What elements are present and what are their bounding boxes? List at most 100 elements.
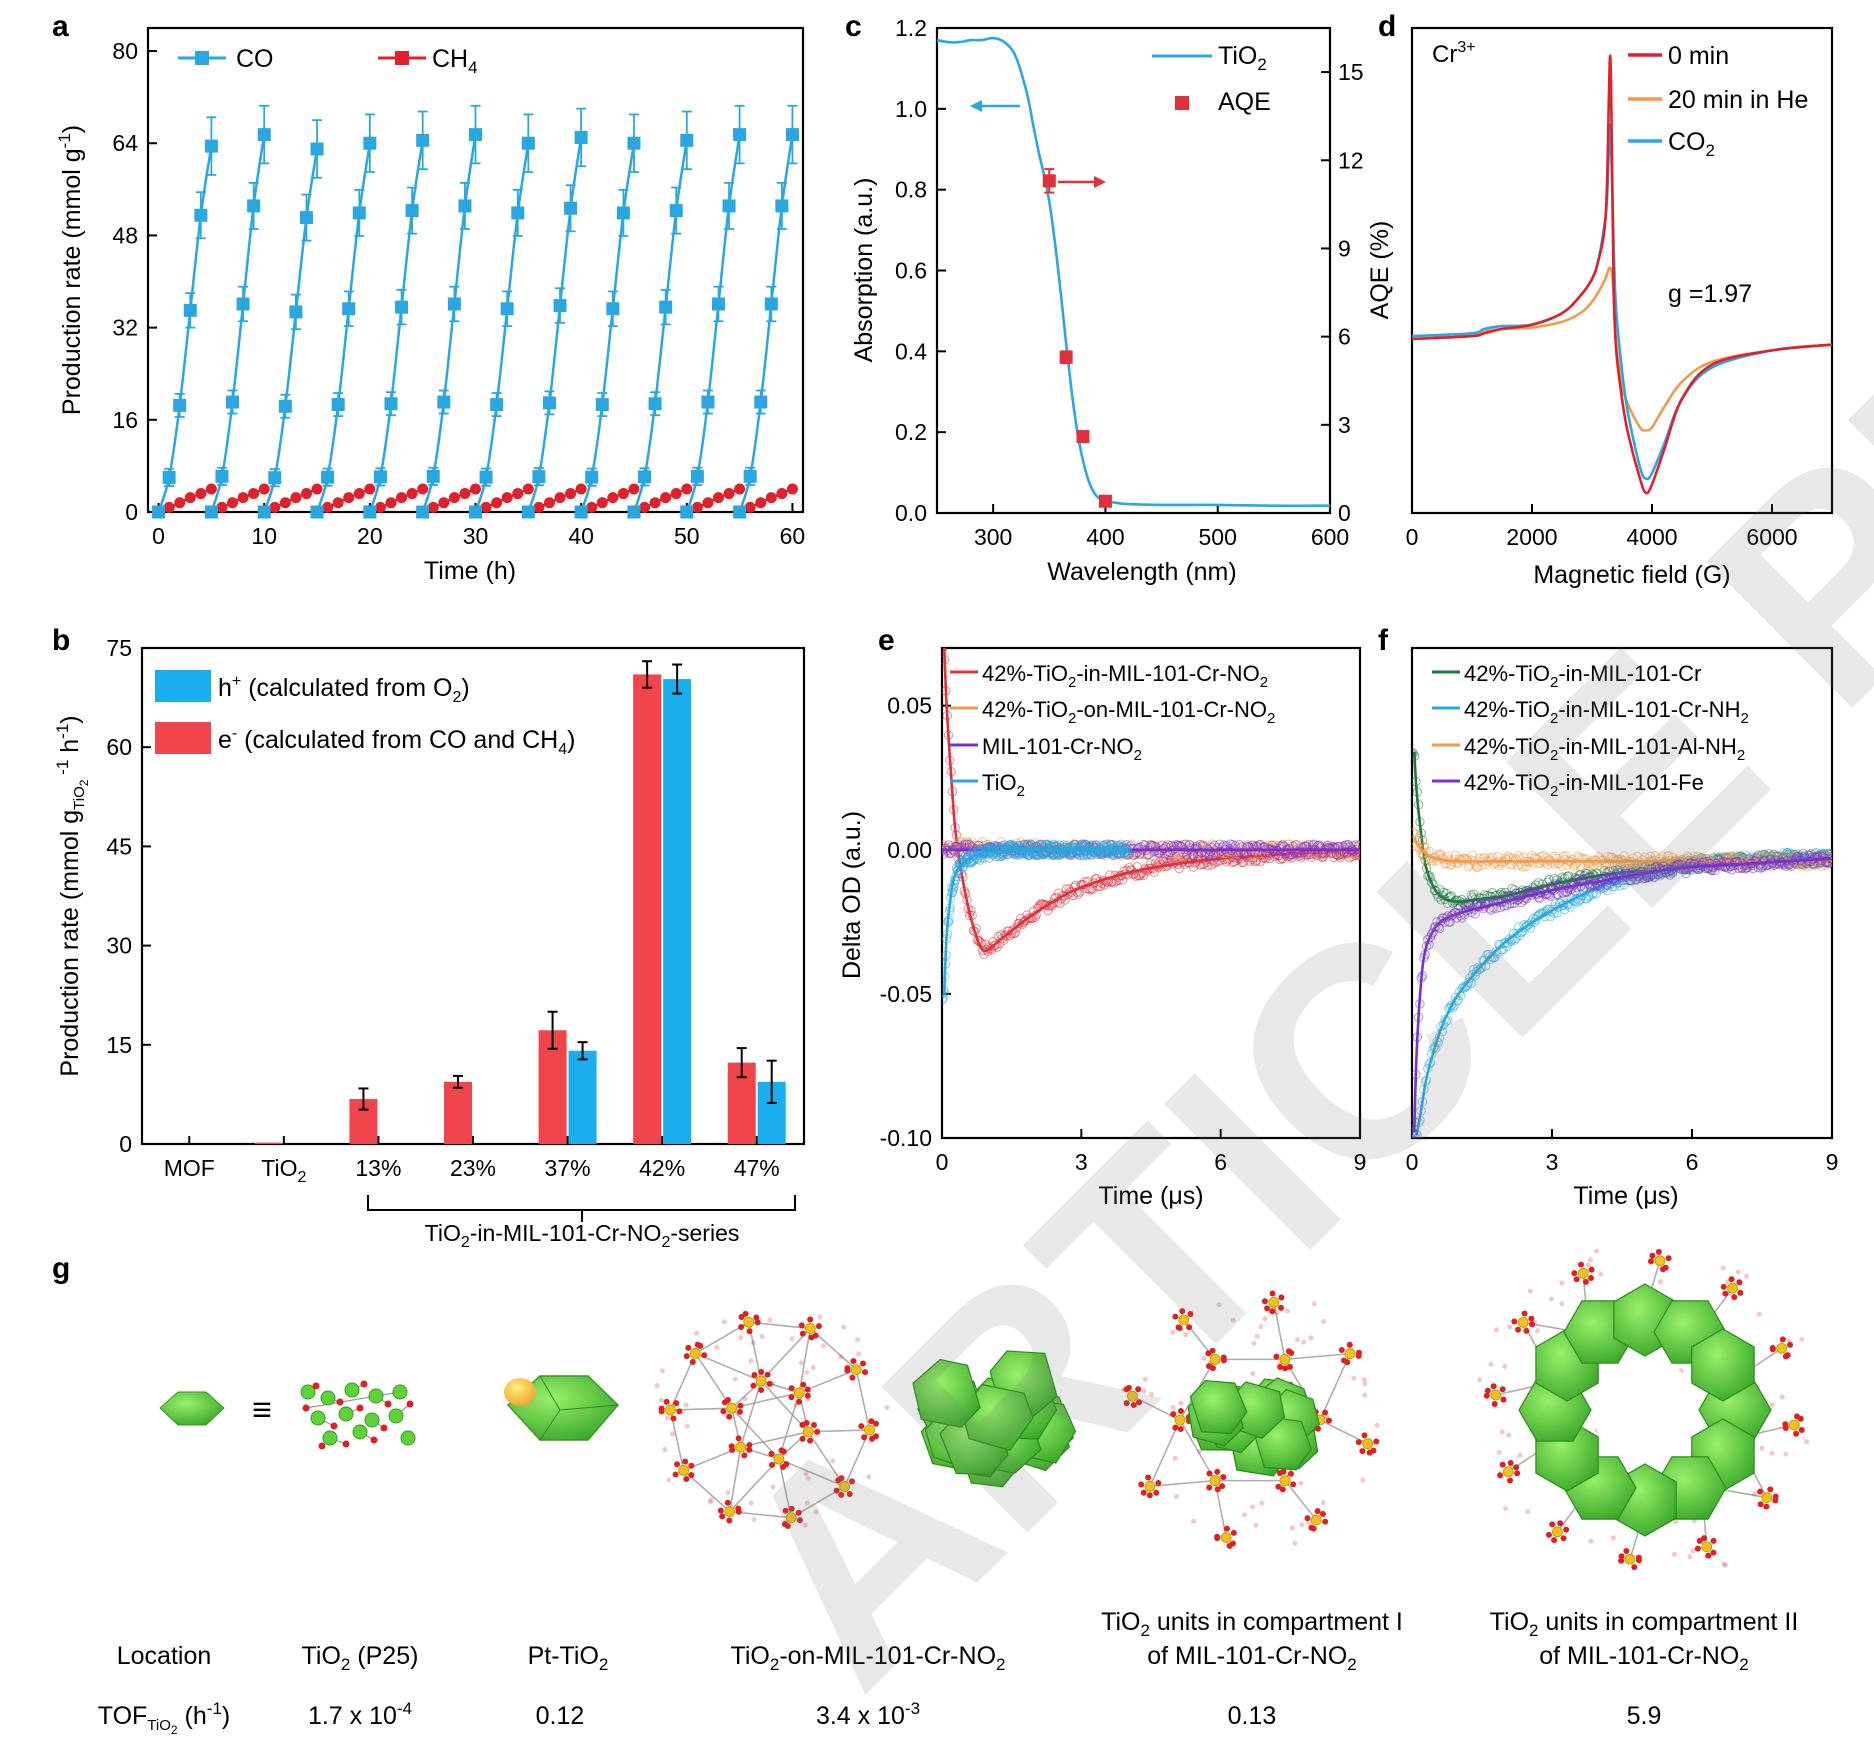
mof-oxygen	[1214, 1533, 1221, 1540]
kinetics-point	[1467, 850, 1478, 861]
mof-oxygen	[1728, 1276, 1735, 1283]
kinetics-point	[1560, 854, 1570, 865]
mof-linker	[798, 1328, 812, 1393]
mof-oxygen	[1578, 1261, 1585, 1268]
co-point	[479, 470, 493, 484]
mof-oxygen	[1325, 1417, 1332, 1424]
ch4-point	[163, 501, 175, 513]
legend-e1-label: 42%-TiO2-in-MIL-101-Cr-NO2	[982, 661, 1268, 691]
mof-oxygen	[1631, 1564, 1638, 1571]
f-plot-area	[1412, 748, 1832, 1138]
c-xtick-label: 400	[1086, 524, 1124, 550]
co-point	[680, 505, 694, 519]
mof-faded-atom	[1292, 1540, 1298, 1546]
c-ytick-label: 0.4	[895, 338, 927, 364]
chart-a-ylabel: Production rate (mmol g-1)	[55, 125, 86, 415]
mof-faded-atom	[654, 1383, 660, 1389]
co-series-line	[263, 148, 319, 513]
mof-oxygen	[1514, 1470, 1521, 1477]
tof-compartment-ii: 5.9	[1627, 1702, 1662, 1730]
co-point	[775, 199, 789, 213]
mof-oxygen	[1772, 1493, 1779, 1500]
kinetics-point	[1312, 850, 1322, 861]
mof-oxygen	[1787, 1341, 1794, 1348]
mof-oxygen	[1226, 1542, 1233, 1549]
co-point	[299, 211, 313, 225]
equivalence-symbol: ≡	[252, 1391, 272, 1429]
mof-oxygen	[1511, 1318, 1518, 1325]
ch4-point	[480, 501, 492, 513]
mof-faded-atom	[1250, 1504, 1256, 1510]
panel-label-g: g	[52, 1252, 70, 1285]
mof-oxygen	[848, 1478, 855, 1485]
mof-oxygen	[868, 1418, 875, 1425]
mof-cr-node	[726, 1402, 738, 1414]
mof-oxygen	[1705, 1552, 1712, 1559]
mof-faded-atom	[1506, 1432, 1512, 1438]
mof-oxygen	[746, 1446, 753, 1453]
mof-cr-node	[1174, 1414, 1186, 1426]
mof-oxygen	[1206, 1470, 1213, 1477]
mof-faded-atom	[1720, 1265, 1726, 1271]
mof-oxygen	[850, 1358, 857, 1365]
kinetics-fit-line	[1413, 857, 1832, 1133]
kinetics-point	[1014, 918, 1025, 928]
f-xtick-label: 6	[1686, 1149, 1699, 1175]
ch4-point	[237, 492, 249, 504]
o-atom	[380, 1424, 388, 1432]
mof-faded-atom	[1172, 1455, 1178, 1461]
ti-atom	[322, 1430, 338, 1446]
mof-faded-atom	[670, 1431, 676, 1437]
mof-faded-atom	[1284, 1308, 1290, 1314]
c-ytick-label: 0.0	[895, 500, 927, 526]
mof-faded-atom	[1779, 1394, 1785, 1400]
co-point	[469, 128, 482, 142]
ch4-point	[184, 492, 196, 504]
mof-oxygen	[1282, 1365, 1289, 1372]
co-series-line	[527, 137, 583, 513]
mof-linker	[729, 1458, 780, 1513]
mof-oxygen	[1782, 1421, 1789, 1428]
mof-faded-atom	[1496, 1449, 1502, 1455]
ch4-point	[755, 497, 767, 509]
co-point	[648, 397, 662, 411]
mof-oxygen	[1172, 1313, 1179, 1320]
compartment-ii-pore	[1593, 1358, 1697, 1462]
co-point	[395, 300, 409, 314]
chart-b-legend: h+ (calculated from O2) e- (calculated f…	[155, 670, 575, 758]
co-point	[754, 395, 768, 409]
mof-cr-node	[1268, 1296, 1280, 1308]
legend-ch4-label: CH4	[432, 45, 478, 77]
kinetics-point	[1329, 843, 1339, 853]
mof-faded-atom	[1274, 1310, 1280, 1316]
legend-co-label: CO	[236, 45, 274, 73]
o-atom	[318, 1442, 326, 1450]
mof-faded-atom	[1250, 1371, 1256, 1377]
ti-atom	[392, 1384, 408, 1400]
e-ytick-label: -0.10	[880, 1125, 932, 1151]
mof-oxygen	[719, 1513, 726, 1520]
co-point	[426, 469, 440, 483]
mof-oxygen	[738, 1314, 745, 1321]
mof-oxygen	[1338, 1346, 1345, 1353]
mof-faded-atom	[817, 1314, 823, 1320]
co-point	[405, 204, 419, 218]
mof-faded-atom	[1527, 1288, 1533, 1294]
mof-oxygen	[1635, 1554, 1642, 1561]
ch4-point	[470, 483, 481, 495]
mof-cr-node	[1788, 1419, 1800, 1431]
co-series-line	[315, 143, 372, 513]
mof-faded-atom	[1610, 1535, 1616, 1541]
co-point	[236, 297, 250, 311]
b-ytick-label: 75	[106, 635, 132, 661]
mof-faded-atom	[884, 1405, 890, 1411]
mof-faded-atom	[1690, 1548, 1696, 1554]
a-ytick-label: 64	[112, 130, 138, 156]
mof-oxygen	[1278, 1294, 1285, 1301]
co-series-line	[738, 134, 794, 513]
mof-oxygen	[799, 1330, 806, 1337]
a-ytick-label: 0	[125, 499, 138, 525]
ch4-point	[776, 488, 788, 500]
kinetics-point	[1207, 860, 1217, 870]
mof-oxygen	[1186, 1324, 1193, 1331]
